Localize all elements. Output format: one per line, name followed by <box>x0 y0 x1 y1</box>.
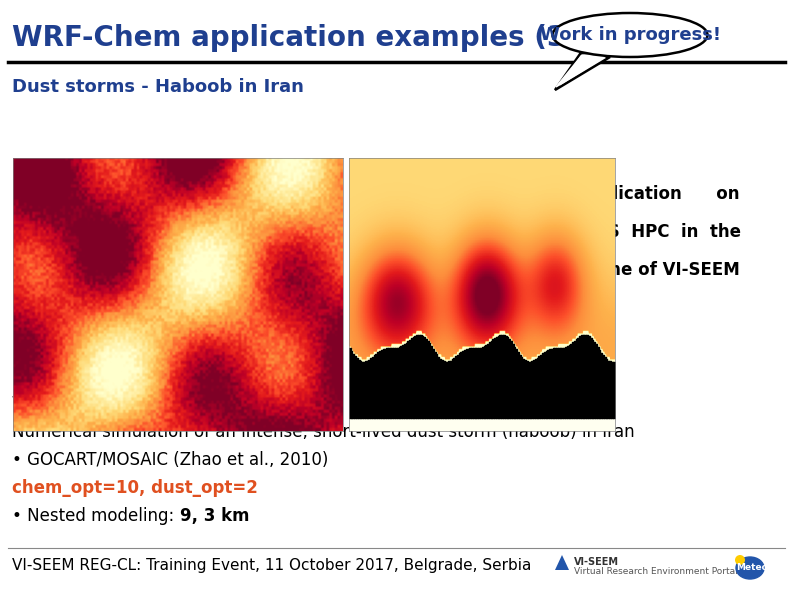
Text: 9, 3 km: 9, 3 km <box>179 507 249 525</box>
Polygon shape <box>555 54 610 90</box>
Text: Meteo: Meteo <box>736 563 768 572</box>
Text: VI-SEEM REG-CL: Training Event, 11 October 2017, Belgrade, Serbia: VI-SEEM REG-CL: Training Event, 11 Octob… <box>12 558 531 573</box>
Ellipse shape <box>553 13 707 57</box>
Text: ARIS  HPC  in  the: ARIS HPC in the <box>576 223 741 241</box>
Text: WRF-Chem v3.7.1: WRF-Chem v3.7.1 <box>12 395 178 413</box>
Ellipse shape <box>736 557 764 579</box>
Text: • GOCART/MOSAIC (Zhao et al., 2010): • GOCART/MOSAIC (Zhao et al., 2010) <box>12 451 328 469</box>
Text: Work in progress!: Work in progress! <box>539 26 721 44</box>
Polygon shape <box>556 55 608 87</box>
Text: Dust storms - Haboob in Iran: Dust storms - Haboob in Iran <box>12 78 304 96</box>
Text: chem_opt=10, dust_opt=2: chem_opt=10, dust_opt=2 <box>12 479 258 497</box>
Polygon shape <box>555 555 569 570</box>
Text: Virtual Research Environment Portal: Virtual Research Environment Portal <box>574 567 737 576</box>
Text: Numerical simulation of an intense, short-lived dust storm (haboob) in Iran: Numerical simulation of an intense, shor… <box>12 423 634 441</box>
Text: • Nested modeling:: • Nested modeling: <box>12 507 179 525</box>
Text: Application      on: Application on <box>577 185 740 203</box>
Text: WRF-Chem application examples (3): WRF-Chem application examples (3) <box>12 24 579 52</box>
Text: VI-SEEM: VI-SEEM <box>574 557 619 567</box>
Text: frame of VI-SEEM: frame of VI-SEEM <box>577 261 739 279</box>
Ellipse shape <box>735 555 745 565</box>
